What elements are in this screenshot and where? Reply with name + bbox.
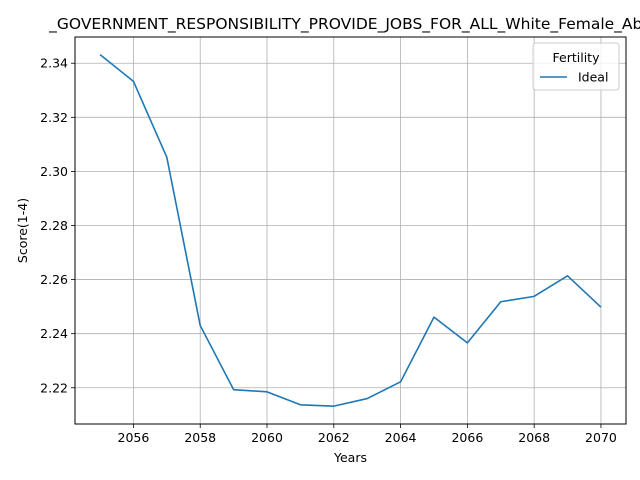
legend: Fertility Ideal bbox=[532, 42, 620, 91]
y-axis-label: Score(1-4) bbox=[15, 198, 30, 263]
legend-title: Fertility bbox=[553, 50, 601, 65]
legend-box bbox=[532, 42, 620, 91]
series-line-ideal bbox=[99, 53, 602, 407]
grid-lines bbox=[75, 37, 626, 424]
x-axis-ticks: 2056 2058 2060 2062 2064 2066 2068 2070 bbox=[118, 424, 617, 445]
y-axis-ticks: 2.22 2.24 2.26 2.28 2.30 2.32 2.34 bbox=[40, 56, 75, 395]
x-tick-label: 2058 bbox=[184, 430, 216, 445]
y-tick-label: 2.30 bbox=[40, 164, 68, 179]
x-tick-label: 2066 bbox=[451, 430, 483, 445]
y-tick-label: 2.34 bbox=[40, 56, 68, 71]
x-tick-label: 2060 bbox=[251, 430, 283, 445]
plot-area-frame bbox=[74, 36, 627, 425]
series-lines bbox=[99, 53, 602, 407]
x-axis-label: Years bbox=[333, 450, 367, 465]
x-tick-label: 2064 bbox=[385, 430, 417, 445]
y-tick-label: 2.28 bbox=[40, 218, 68, 233]
y-tick-label: 2.32 bbox=[40, 110, 68, 125]
y-tick-label: 2.24 bbox=[40, 326, 68, 341]
y-tick-label: 2.26 bbox=[40, 272, 68, 287]
legend-label-ideal: Ideal bbox=[578, 70, 608, 85]
x-tick-label: 2068 bbox=[518, 430, 550, 445]
x-tick-label: 2056 bbox=[118, 430, 150, 445]
x-tick-label: 2070 bbox=[585, 430, 617, 445]
x-tick-label: 2062 bbox=[318, 430, 350, 445]
y-tick-label: 2.22 bbox=[40, 380, 68, 395]
chart-title: _GOVERNMENT_RESPONSIBILITY_PROVIDE_JOBS_… bbox=[48, 15, 640, 34]
